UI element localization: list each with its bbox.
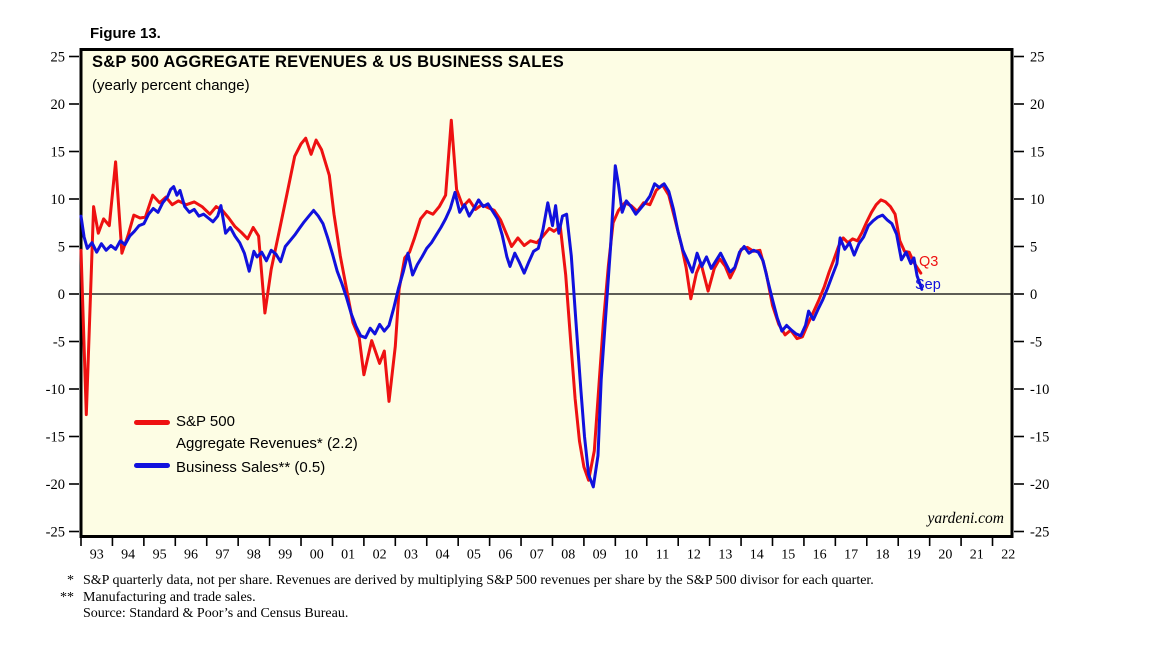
footnotes: * S&P quarterly data, not per share. Rev…: [48, 573, 874, 623]
x-axis-tick-label: 10: [624, 548, 638, 563]
x-axis-tick-label: 95: [153, 548, 167, 563]
x-axis-tick-label: 21: [970, 548, 984, 563]
x-axis-tick-label: 03: [404, 548, 418, 563]
x-axis-tick-label: 02: [373, 548, 387, 563]
y-axis-tick-label-right: -10: [1030, 382, 1049, 398]
y-axis-tick-label-left: -10: [46, 382, 65, 398]
y-axis-tick-label-right: 0: [1030, 287, 1037, 303]
y-axis-tick-label-right: 5: [1030, 240, 1037, 256]
legend-label-sp500-line2: Aggregate Revenues* (2.2): [176, 435, 358, 452]
figure-label: Figure 13.: [90, 25, 161, 42]
y-axis-tick-label-right: -20: [1030, 477, 1049, 493]
x-axis-tick-label: 01: [341, 548, 355, 563]
y-axis-tick-label-left: 10: [51, 192, 66, 208]
x-axis-tick-label: 07: [530, 548, 544, 563]
y-axis-tick-label-left: 20: [51, 97, 66, 113]
y-axis-tick-label-left: -15: [46, 430, 65, 446]
y-axis-tick-label-left: -25: [46, 525, 65, 541]
chart-subtitle: (yearly percent change): [92, 77, 250, 94]
footnote-text: Manufacturing and trade sales.: [83, 589, 256, 605]
x-axis-tick-label: 20: [938, 548, 952, 563]
x-axis-tick-label: 96: [184, 548, 198, 563]
y-axis-tick-label-left: -5: [53, 335, 65, 351]
series-end-label-q3: Q3: [919, 254, 939, 270]
plot-frame: [79, 48, 1014, 538]
x-axis-tick-label: 11: [656, 548, 669, 563]
x-axis-tick-label: 98: [247, 548, 261, 563]
x-axis-tick-label: 08: [561, 548, 575, 563]
x-axis-tick-label: 18: [876, 548, 890, 563]
y-axis-tick-label-left: 15: [51, 145, 66, 161]
y-axis-tick-label-left: 25: [51, 50, 66, 66]
y-axis-tick-label-left: -20: [46, 477, 65, 493]
x-axis-tick-label: 04: [435, 548, 449, 563]
legend-entry-sp500: S&P 500 Aggregate Revenues* (2.2): [176, 411, 358, 455]
y-axis-tick-label-right: 15: [1030, 145, 1045, 161]
x-axis-tick-label: 14: [750, 548, 764, 563]
x-axis-tick-label: 19: [907, 548, 921, 563]
x-axis-tick-label: 22: [1001, 548, 1015, 563]
x-axis-tick-label: 99: [278, 548, 292, 563]
footnote-marker: *: [67, 573, 74, 588]
x-axis-tick-label: 15: [781, 548, 795, 563]
x-axis-tick-label: 16: [813, 548, 827, 563]
x-axis-tick-label: 12: [687, 548, 701, 563]
y-axis-tick-label-right: 25: [1030, 50, 1045, 66]
legend-entry-business-sales: Business Sales** (0.5): [176, 459, 326, 476]
x-axis-tick-label: 97: [215, 548, 229, 563]
y-axis-tick-label-right: 20: [1030, 97, 1045, 113]
footnote-row: ** Manufacturing and trade sales.: [48, 590, 874, 607]
legend-swatch-red: [134, 420, 170, 425]
y-axis-tick-label-left: 0: [58, 287, 65, 303]
x-axis-tick-label: 93: [90, 548, 104, 563]
business-sales-line: [79, 164, 924, 489]
y-axis-tick-label-right: -15: [1030, 430, 1049, 446]
y-axis-tick-label-right: 10: [1030, 192, 1045, 208]
footnote-marker: **: [60, 589, 74, 605]
footnote-marker: [48, 606, 74, 623]
footnote-text: Source: Standard & Poor’s and Census Bur…: [83, 606, 349, 621]
x-axis-tick-label: 05: [467, 548, 481, 563]
y-axis-tick-label-right: -25: [1030, 525, 1049, 541]
x-axis-tick-label: 06: [498, 548, 512, 563]
series-end-label-sep: Sep: [915, 277, 941, 293]
legend-swatch-blue: [134, 463, 170, 468]
x-axis-tick-label: 17: [844, 548, 858, 563]
sp500-aggregate-revenues-line: [79, 118, 923, 482]
watermark-yardeni: yardeni.com: [927, 510, 1004, 527]
footnote-text: S&P quarterly data, not per share. Reven…: [83, 573, 874, 588]
y-axis-tick-label-right: -5: [1030, 335, 1042, 351]
chart-title: S&P 500 AGGREGATE REVENUES & US BUSINESS…: [92, 53, 564, 71]
x-axis-tick-label: 09: [593, 548, 607, 563]
x-axis-tick-label: 00: [310, 548, 324, 563]
x-axis-tick-label: 94: [121, 548, 135, 563]
x-axis-tick-label: 13: [718, 548, 732, 563]
footnote-row: * S&P quarterly data, not per share. Rev…: [48, 573, 874, 590]
legend-label-sp500-line1: S&P 500: [176, 413, 235, 430]
y-axis-tick-label-left: 5: [58, 240, 65, 256]
footnote-row: Source: Standard & Poor’s and Census Bur…: [48, 606, 874, 623]
